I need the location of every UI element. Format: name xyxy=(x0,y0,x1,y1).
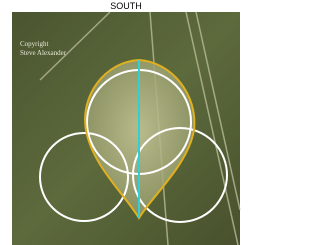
aerial-photo: Copyright Steve Alexander xyxy=(0,0,252,245)
page: SOUTH Copyright Steve Alexander (() => {… xyxy=(0,0,252,245)
credit-line: Steve Alexander xyxy=(20,49,67,57)
credit-line: Copyright xyxy=(20,40,48,48)
